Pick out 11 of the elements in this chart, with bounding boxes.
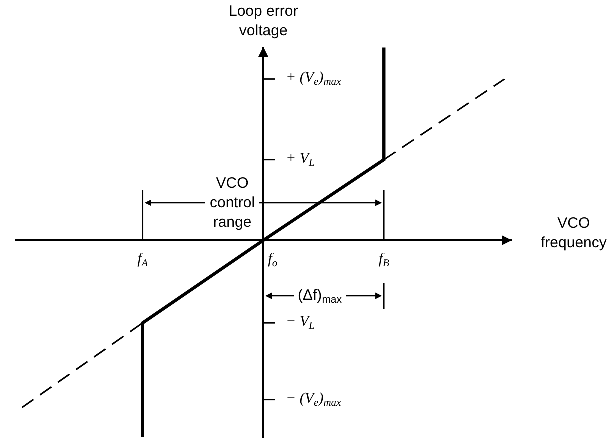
ref-line-label: + V$_{L}$ xyxy=(286,151,316,170)
annotation: VCO control range xyxy=(210,175,256,231)
x-tick-label: f$_{B}$ xyxy=(378,252,390,270)
annotation: (Δf)$_{max}$ xyxy=(298,287,343,306)
x-axis-title: VCO frequency xyxy=(541,215,608,252)
ref-line-label: + (V$_{e}$)$_{max}$ xyxy=(286,70,342,88)
ref-line-label: − V$_{L}$ xyxy=(286,314,316,332)
x-tick-label: f$_{A}$ xyxy=(138,252,149,270)
ref-line-label: − (V$_{e}$)$_{max}$ xyxy=(286,391,342,410)
y-axis-title: Loop error voltage xyxy=(229,3,298,40)
x-tick-label: f$_{o}$ xyxy=(268,252,278,270)
